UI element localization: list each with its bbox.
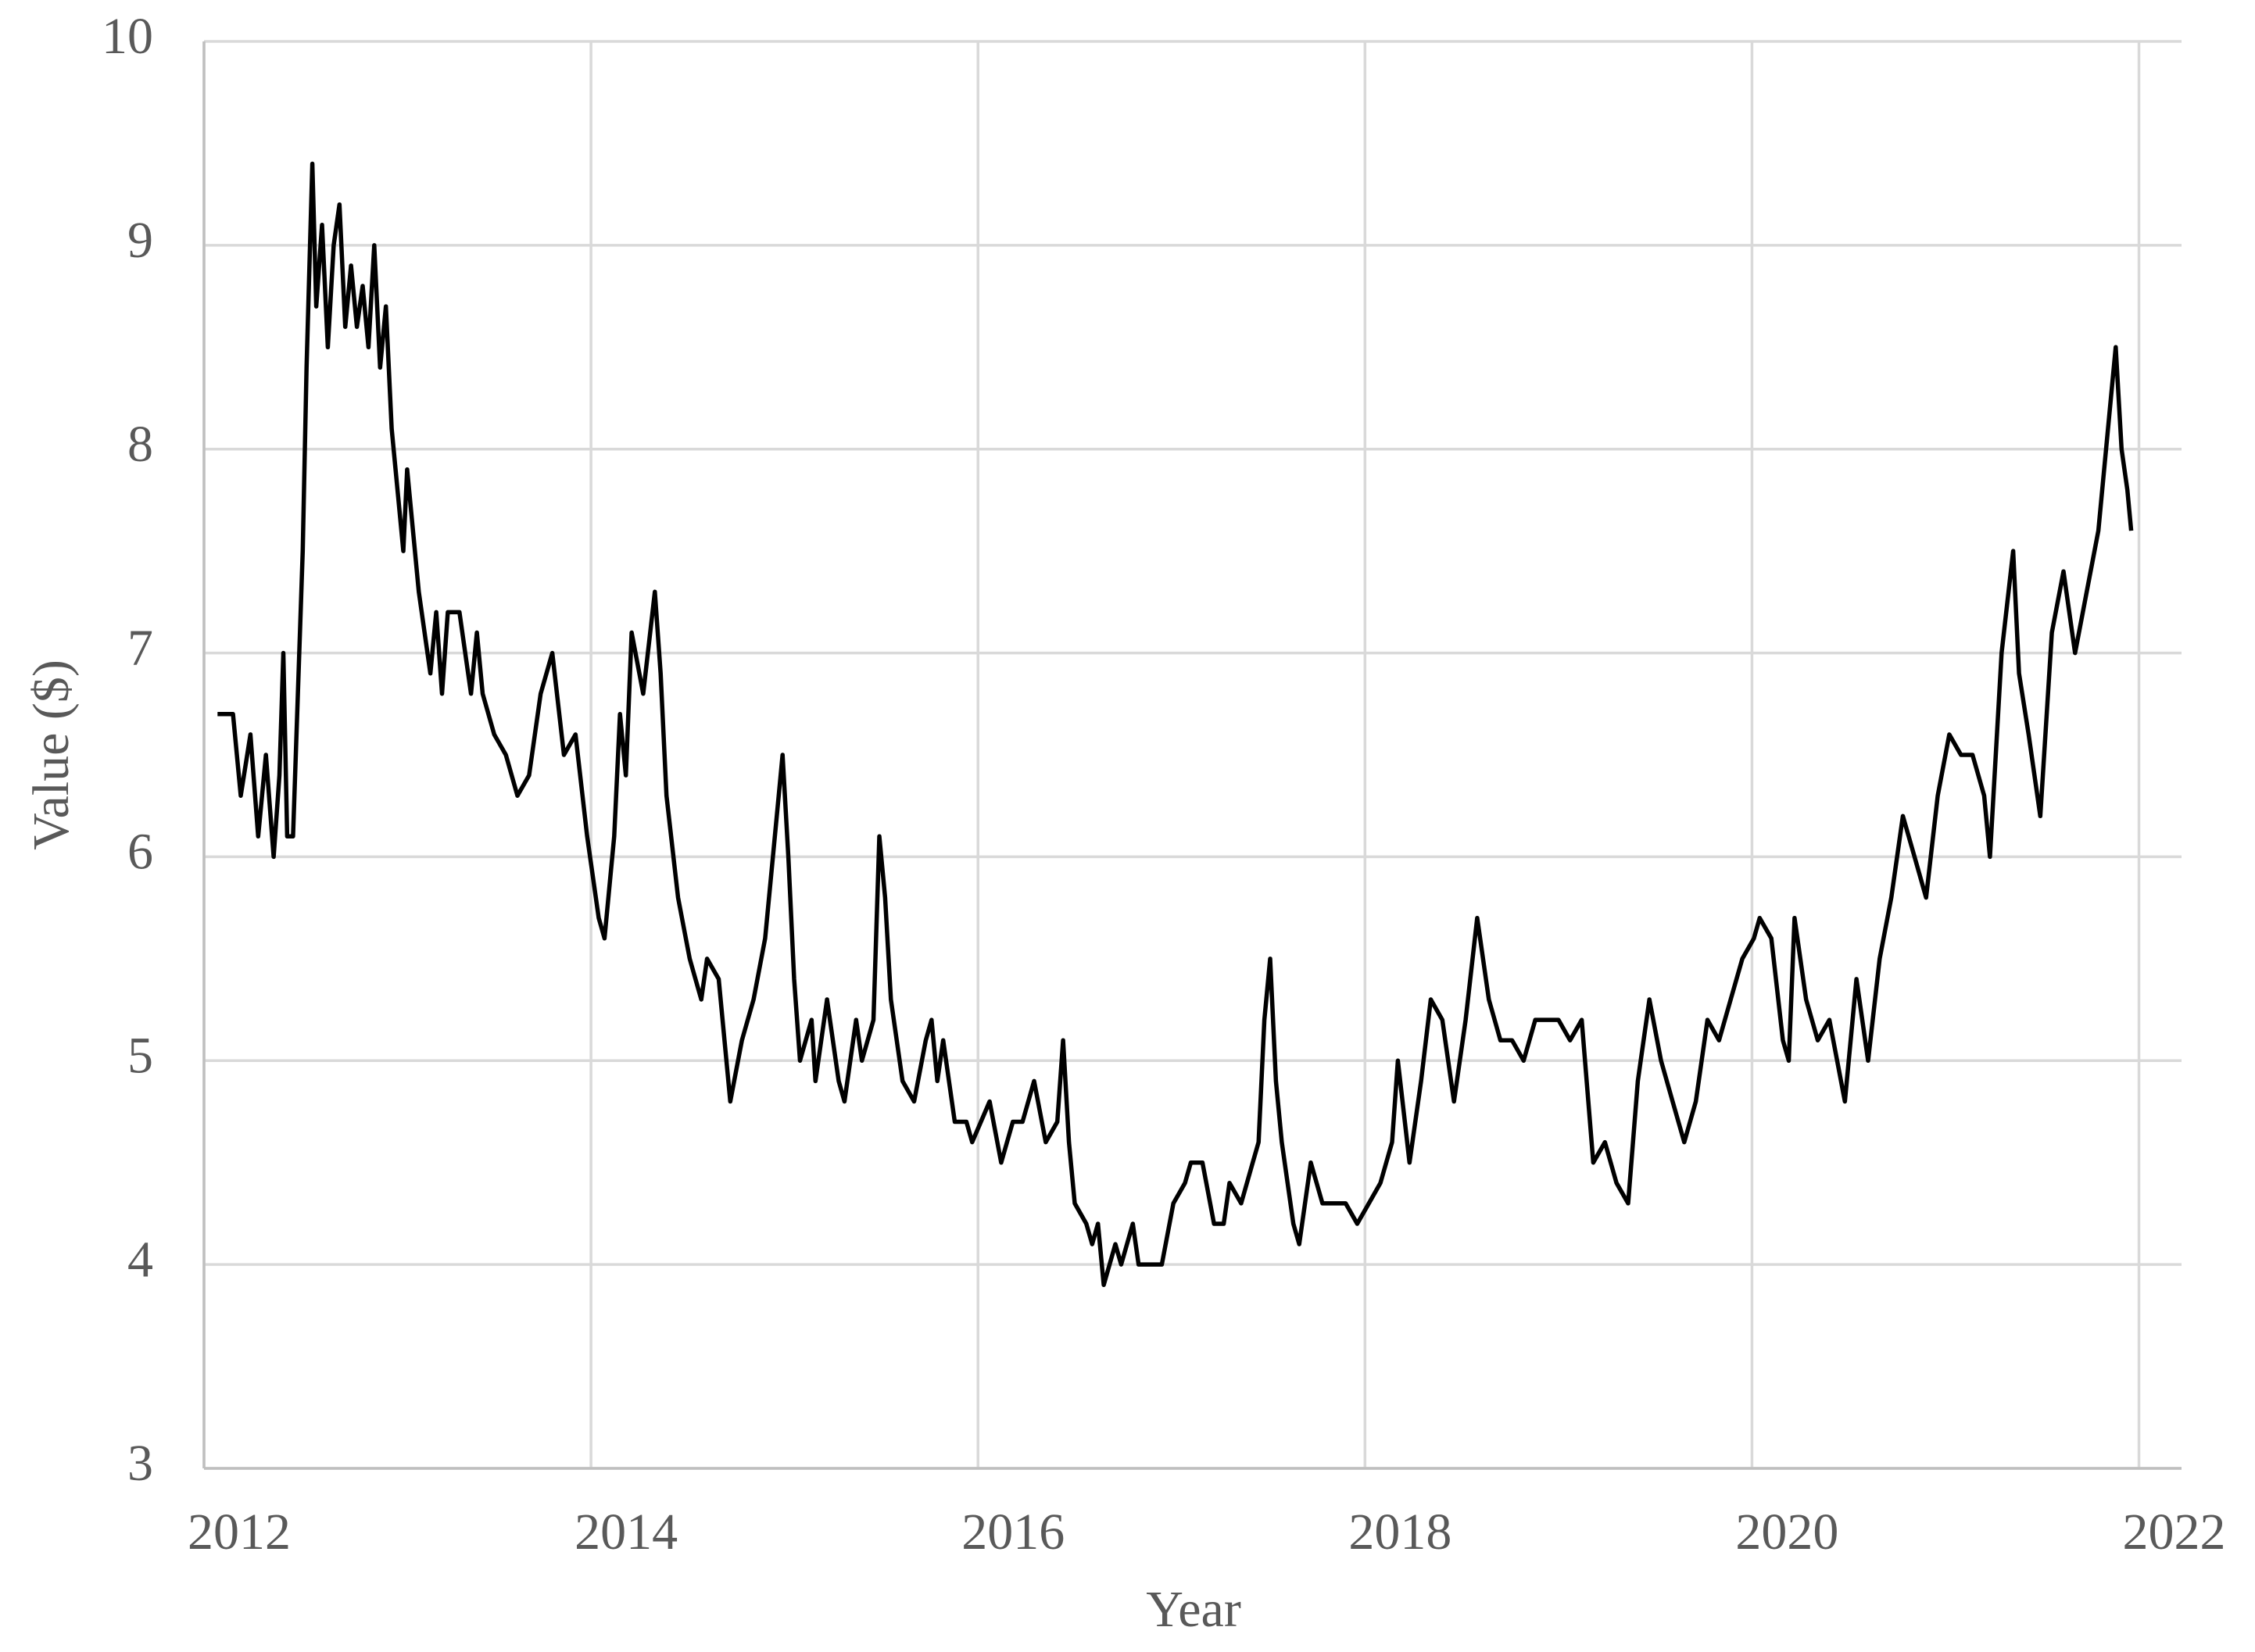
y-tick-label: 8	[127, 416, 153, 473]
y-tick-label: 7	[127, 620, 153, 677]
x-tick-label: 2016	[961, 1504, 1065, 1561]
y-tick-label: 3	[127, 1435, 153, 1492]
y-tick-label: 6	[127, 824, 153, 881]
y-tick-label: 9	[127, 212, 153, 269]
data-line	[217, 161, 2134, 1287]
x-tick-label: 2018	[1348, 1504, 1451, 1561]
x-tick-label: 2022	[2123, 1504, 2226, 1561]
x-axis-label: Year	[1146, 1581, 1241, 1638]
y-tick-label: 5	[127, 1027, 153, 1084]
y-tick-label: 4	[127, 1231, 153, 1288]
x-tick-label: 2012	[188, 1504, 291, 1561]
x-tick-label: 2014	[574, 1504, 678, 1561]
x-tick-label: 2020	[1735, 1504, 1838, 1561]
y-axis-label: Value ($)	[23, 660, 80, 850]
y-tick-label: 10	[102, 8, 153, 65]
